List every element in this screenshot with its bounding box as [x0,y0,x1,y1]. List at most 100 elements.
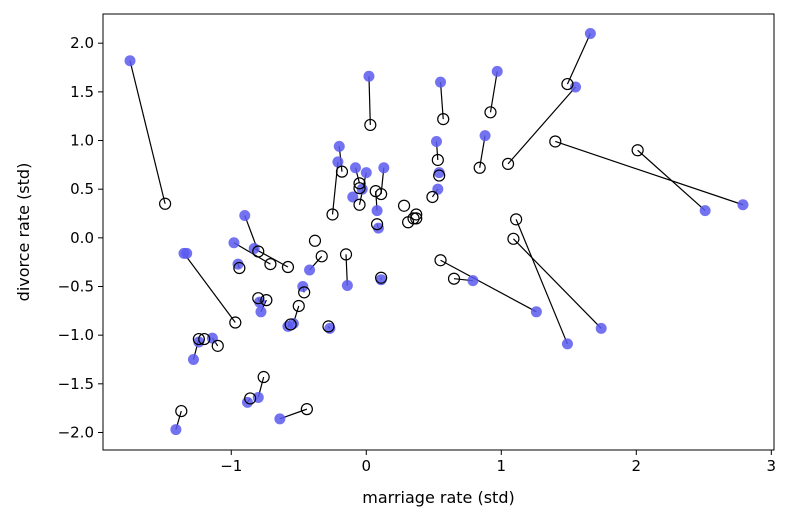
observed-point [332,156,344,168]
observed-point [324,322,336,334]
predicted-point [198,332,211,346]
predicted-point [473,161,486,174]
predicted-point [437,113,450,126]
observed-point [239,209,251,221]
predicted-point [326,208,339,221]
observed-point [530,306,542,318]
predicted-point [244,392,257,405]
observed-point [360,167,372,179]
observed-point [241,396,253,408]
predicted-point [407,212,420,225]
residual-line [129,60,166,204]
observed-point [699,205,711,217]
predicted-point [370,218,384,231]
observed-point [341,280,353,292]
predicted-point [308,234,322,247]
predicted-point [252,292,265,305]
predicted-point [434,254,447,267]
predicted-point [426,190,439,204]
observed-point [433,167,445,179]
predicted-point [335,165,349,178]
predicted-point [192,332,205,346]
predicted-point [260,294,273,307]
observed-point [124,55,136,67]
observed-point [232,258,244,270]
observed-point [378,162,390,174]
y-tick-label: −2.0 [58,423,94,441]
residual-line [368,76,371,125]
residual-line [253,248,289,268]
y-tick-label: 1.0 [70,132,94,150]
x-axis-ticks: −1 0 1 2 3 [220,450,776,475]
observed-point [584,27,596,39]
residual-line [555,140,744,206]
residual-line [515,219,568,345]
y-tick-label: −1.5 [58,375,94,393]
predicted-point [300,403,313,416]
predicted-point [353,182,366,195]
predicted-point [410,212,423,225]
residual-line [489,71,498,113]
observed-point [333,140,345,152]
observed-point [255,306,267,318]
predicted-point [339,248,353,261]
x-tick-label: 1 [497,457,507,475]
observed-point [372,222,384,234]
residual-line [513,238,602,329]
predicted-point [252,245,265,258]
observed-point [254,296,266,308]
predicted-point [353,177,366,190]
predicted-point [281,260,295,274]
predicted-point [484,106,497,119]
y-tick-label: −0.5 [58,278,94,296]
predicted-point [375,271,388,284]
observed-points [124,27,749,436]
predicted-point [175,404,188,418]
predicted-point [431,153,444,167]
predicted-point [298,286,311,299]
predicted-point [264,258,277,271]
predicted-point [364,118,377,132]
x-tick-label: 2 [632,457,642,475]
observed-point [274,413,286,425]
predicted-point [211,339,224,352]
observed-point [347,191,359,203]
observed-point [304,264,316,276]
x-axis-label: marriage rate (std) [362,488,514,507]
observed-point [193,336,205,348]
predicted-point [229,316,242,329]
predicted-point [397,199,411,212]
predicted-point [447,272,461,285]
observed-point [363,70,375,82]
observed-point [430,135,442,147]
plot-frame [102,13,775,451]
predicted-point [375,187,388,201]
observed-point [371,205,383,217]
x-tick-label: −1 [220,457,242,475]
observed-point [349,162,361,174]
y-tick-label: 2.0 [70,34,94,52]
observed-point [432,183,444,195]
observed-point [467,275,479,287]
x-tick-label: 0 [361,457,371,475]
y-axis-label: divorce rate (std) [14,163,33,302]
y-tick-label: 1.5 [70,83,94,101]
predicted-point [284,318,297,331]
observed-point [228,237,240,249]
observed-point [561,338,573,350]
predicted-point [292,299,305,313]
predicted-point [233,261,246,275]
y-tick-label: −1.0 [58,326,94,344]
observed-point [491,65,503,77]
predicted-point [631,144,644,157]
y-tick-label: 0.0 [70,229,94,247]
predicted-point [501,157,515,170]
predicted-point [433,169,446,182]
predicted-point [315,250,328,263]
observed-point [737,199,749,211]
observed-point [435,76,447,88]
predicted-point [353,198,366,211]
residual-line [440,259,537,313]
residual-line [507,86,576,165]
